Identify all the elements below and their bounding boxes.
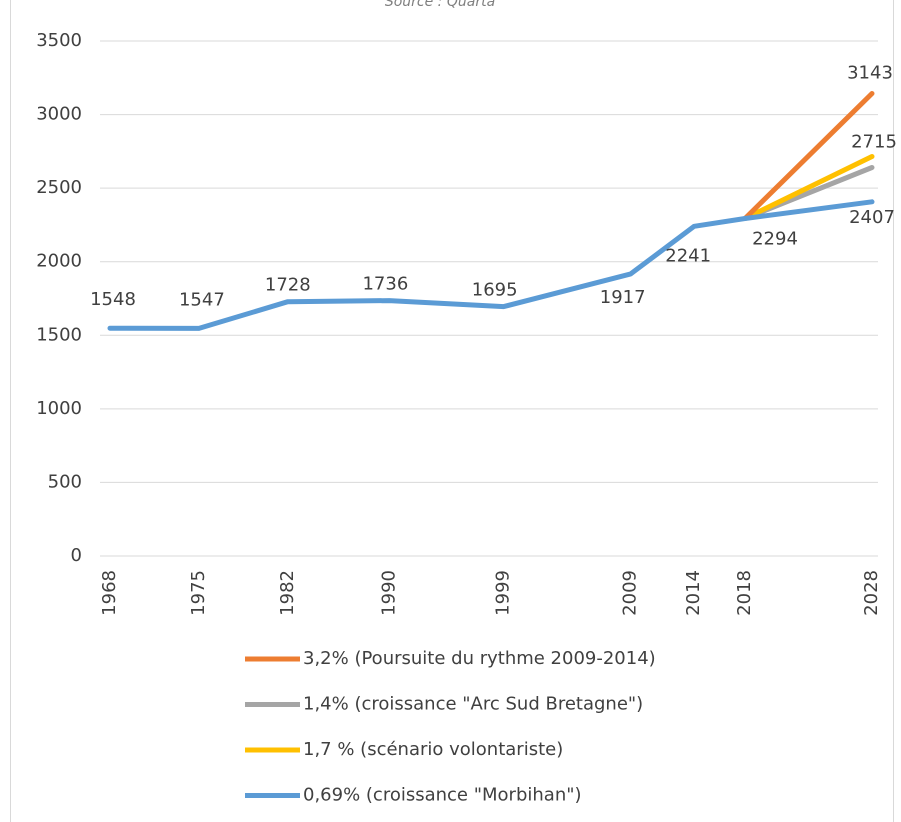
data-label: 1917 — [600, 287, 646, 308]
data-label: 2241 — [665, 245, 711, 266]
x-tick-label: 2018 — [734, 570, 755, 616]
data-label: 1728 — [265, 275, 311, 296]
chart-border — [10, 0, 894, 822]
x-tick-label: 2009 — [620, 570, 641, 616]
y-tick-label: 2500 — [36, 177, 82, 198]
data-label: 3143 — [847, 63, 893, 84]
data-label: 1547 — [179, 289, 225, 310]
y-tick-label: 2000 — [36, 251, 82, 272]
series-line — [742, 154, 875, 221]
series-line — [107, 199, 875, 331]
data-label: 1695 — [472, 280, 518, 301]
x-tick-label: 1968 — [99, 570, 120, 616]
legend-label: 1,4% (croissance "Arc Sud Bretagne") — [303, 694, 643, 715]
x-tick-label: 1999 — [493, 570, 514, 616]
x-tick-label: 1975 — [188, 570, 209, 616]
y-tick-label: 500 — [48, 471, 82, 492]
y-tick-label: 1500 — [36, 324, 82, 345]
series-line — [742, 91, 875, 221]
chart-title: Source : Quarta — [385, 0, 495, 10]
legend-label: 3,2% (Poursuite du rythme 2009-2014) — [303, 648, 656, 669]
data-label: 1736 — [362, 274, 408, 295]
legend-label: 0,69% (croissance "Morbihan") — [303, 785, 582, 806]
y-tick-label: 3500 — [36, 30, 82, 51]
legend-label: 1,7 % (scénario volontariste) — [303, 739, 563, 760]
x-tick-label: 2014 — [683, 570, 704, 616]
x-tick-label: 1990 — [378, 570, 399, 616]
y-tick-label: 3000 — [36, 104, 82, 125]
data-label: 1548 — [90, 289, 136, 310]
data-label: 2294 — [752, 228, 798, 249]
data-label: 2715 — [851, 132, 897, 153]
data-label: 2407 — [849, 207, 895, 228]
y-tick-label: 0 — [71, 545, 82, 566]
x-tick-label: 1982 — [277, 570, 298, 616]
x-tick-label: 2028 — [861, 570, 882, 616]
y-tick-label: 1000 — [36, 398, 82, 419]
